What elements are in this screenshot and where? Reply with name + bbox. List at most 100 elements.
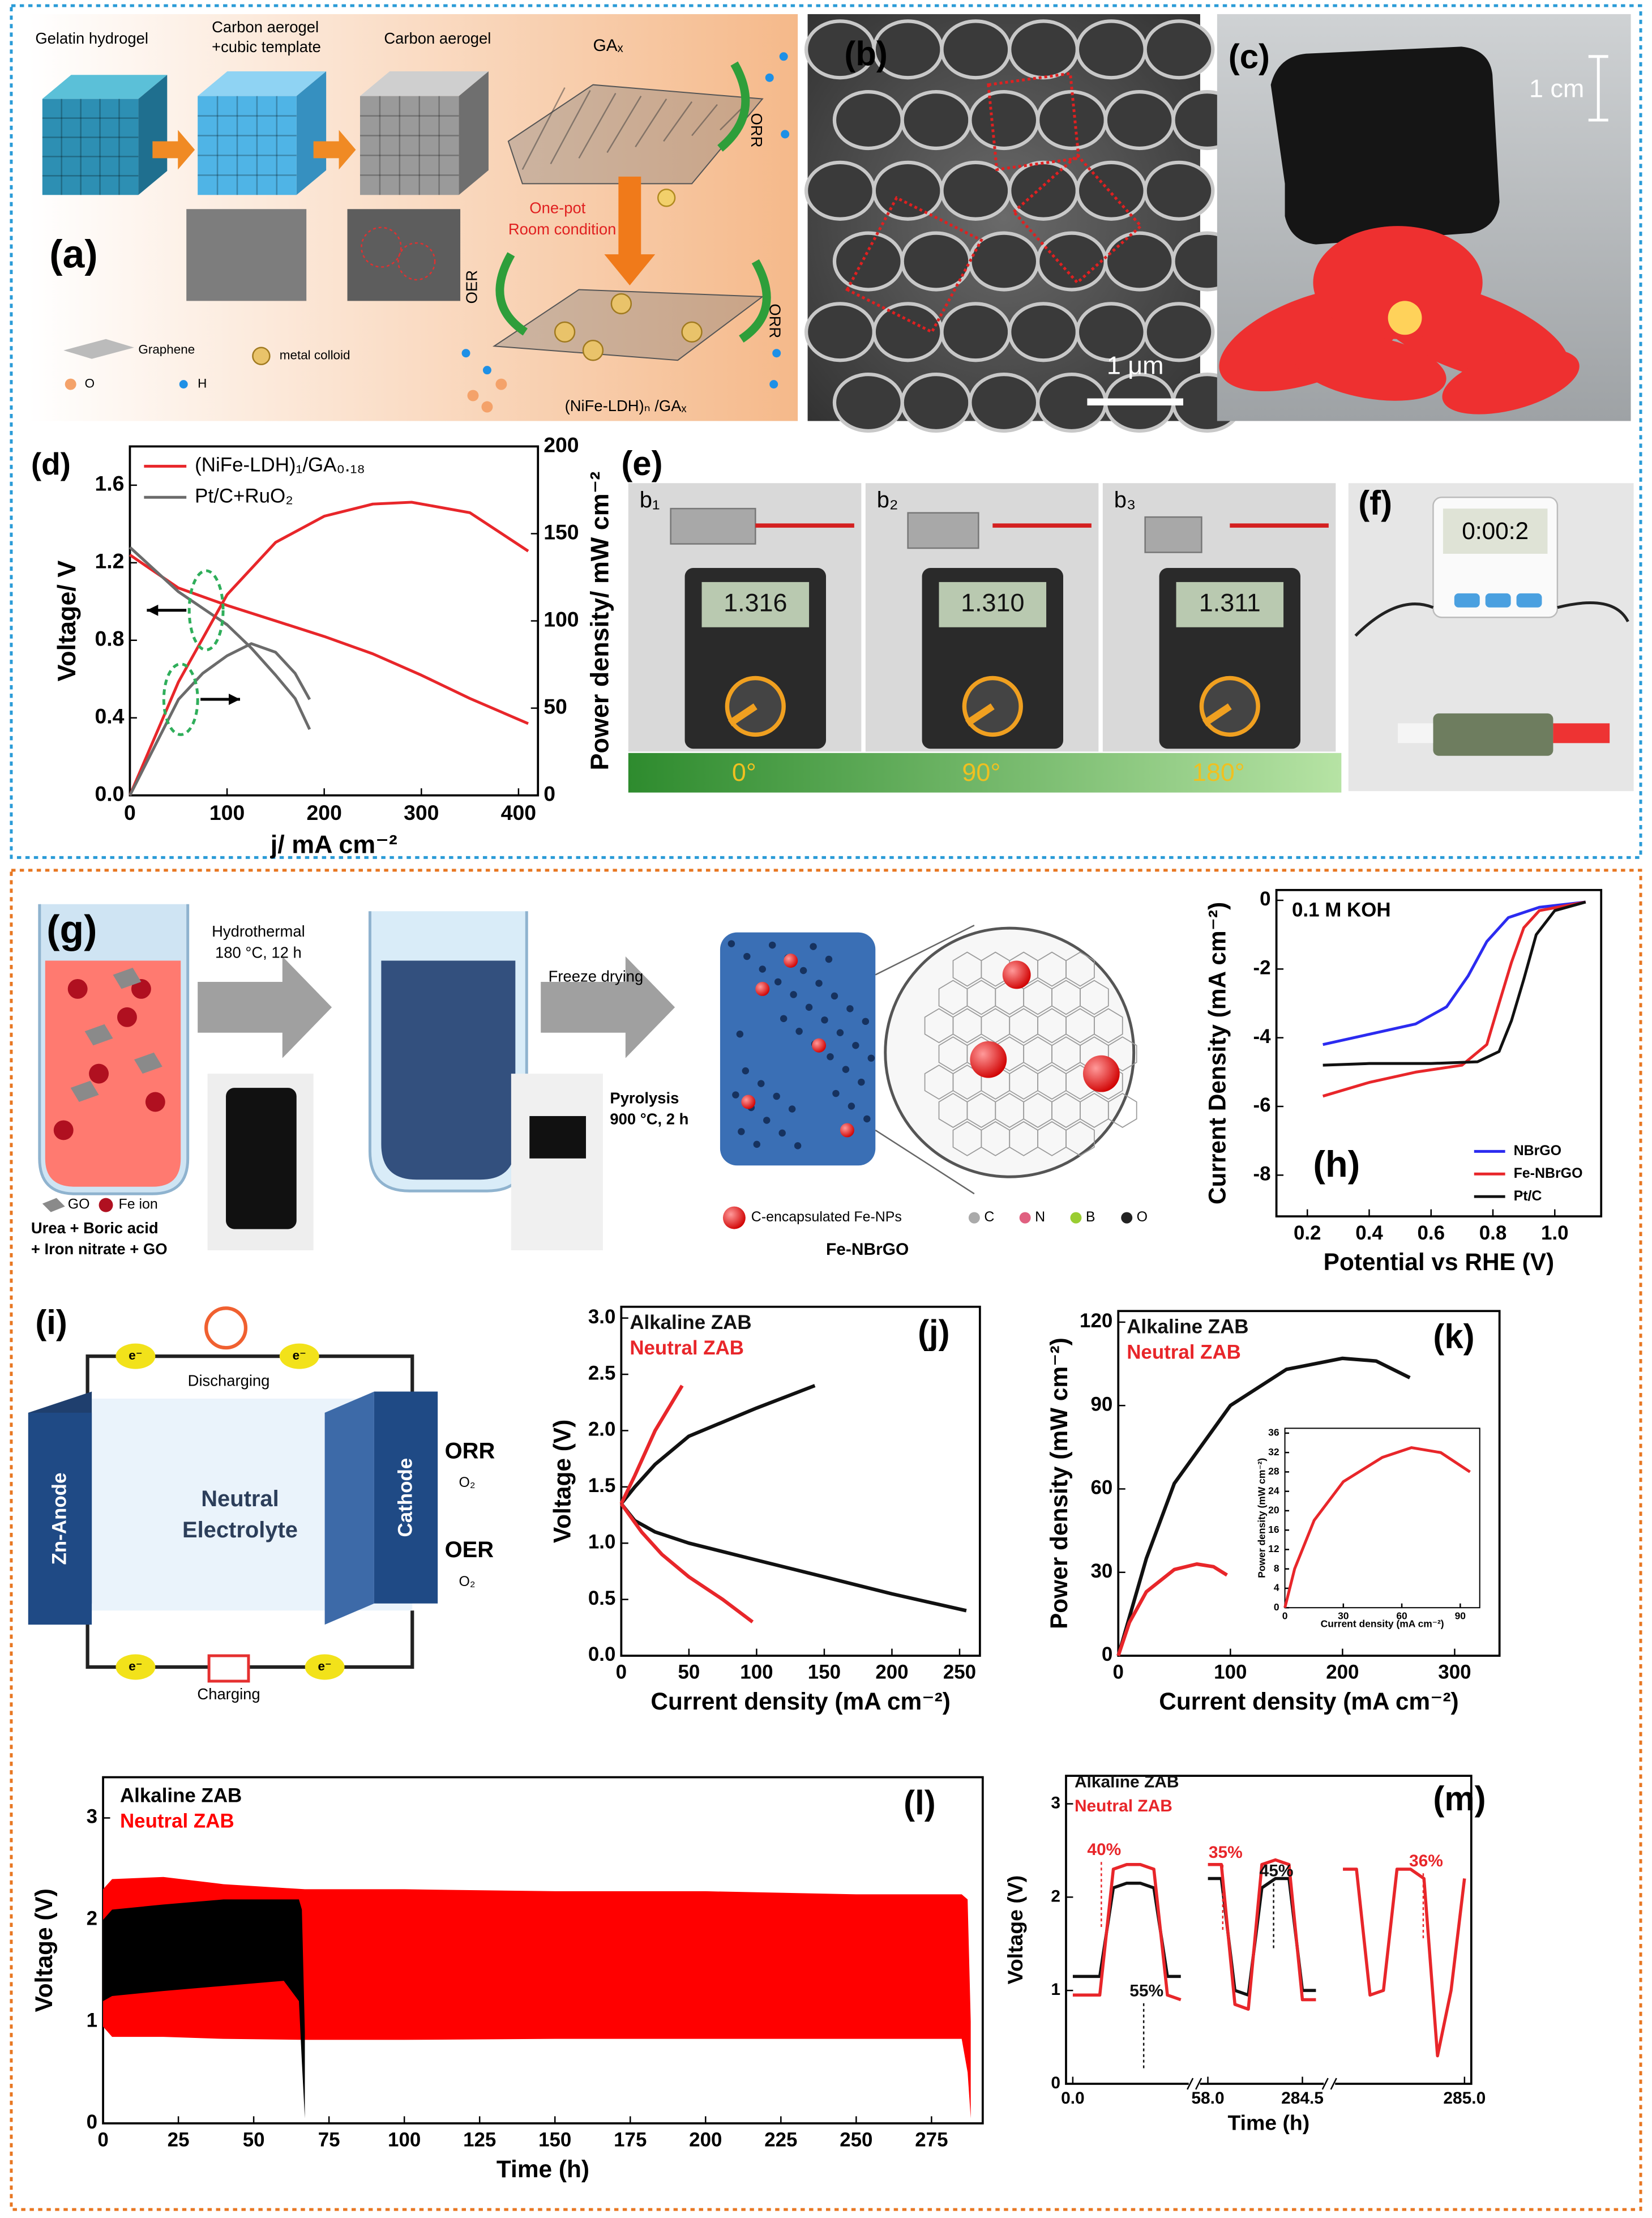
pore-dot bbox=[790, 991, 797, 998]
sem-pore bbox=[872, 302, 944, 362]
pore-dot bbox=[862, 1018, 870, 1025]
panel-frame-top bbox=[10, 4, 1642, 859]
pore bbox=[361, 226, 402, 268]
caption: O₂ bbox=[459, 1574, 476, 1589]
y-tick-label: 3.0 bbox=[588, 1306, 616, 1328]
x-tick-label: 25 bbox=[168, 2129, 190, 2151]
pore-dot bbox=[732, 1091, 739, 1099]
y-tick-label: 1 bbox=[87, 2009, 97, 2031]
sem-pore bbox=[1008, 19, 1080, 80]
legend-label: C-encapsulated Fe-NPs bbox=[751, 1209, 902, 1225]
legend-label: Neutral ZAB bbox=[1127, 1341, 1241, 1363]
caption: ORR bbox=[445, 1438, 495, 1463]
vial-liquid bbox=[226, 1088, 297, 1229]
x-tick-label: 100 bbox=[388, 2129, 421, 2151]
legend-label: O bbox=[85, 377, 95, 391]
y-tick-label: 36 bbox=[1268, 1427, 1279, 1438]
vial-solid bbox=[529, 1116, 587, 1159]
y-tick-label: 30 bbox=[1090, 1560, 1112, 1582]
sem-pore bbox=[832, 231, 904, 292]
legend-icon bbox=[968, 1212, 980, 1224]
x-tick-label: 90 bbox=[1455, 1610, 1466, 1622]
timer-button bbox=[1485, 593, 1511, 608]
sem-pore bbox=[1008, 160, 1080, 221]
battery-photo bbox=[670, 507, 756, 545]
legend-label: (NiFe-LDH)₁/GA₀.₁₈ bbox=[195, 454, 365, 476]
sem-pore bbox=[940, 19, 1012, 80]
zoom-circle bbox=[884, 926, 1136, 1178]
hexagon bbox=[1065, 1121, 1095, 1156]
y-tick-label: 4 bbox=[1274, 1582, 1279, 1593]
sem-pore bbox=[900, 90, 972, 151]
template-cube-front bbox=[198, 96, 297, 195]
y2-tick-label: 0 bbox=[543, 782, 555, 806]
sem-thumbnail bbox=[347, 209, 461, 301]
panel-label: (k) bbox=[1433, 1318, 1474, 1356]
hexagon bbox=[1080, 980, 1109, 1015]
legend-icon bbox=[1070, 1212, 1082, 1224]
x-tick-label: 0.6 bbox=[1417, 1222, 1445, 1244]
y-tick-label: 3 bbox=[87, 1806, 97, 1828]
x-tick-label: 200 bbox=[306, 801, 341, 824]
electron bbox=[115, 1654, 156, 1680]
plot-frame bbox=[1065, 1775, 1473, 2085]
meter-reading: 1.311 bbox=[1199, 588, 1261, 617]
fe-np bbox=[741, 1095, 756, 1109]
caption: Room condition bbox=[508, 220, 617, 238]
x-tick-label: 0 bbox=[616, 1661, 627, 1683]
x-tick-label: 200 bbox=[875, 1661, 908, 1683]
legend-label: Neutral ZAB bbox=[630, 1337, 744, 1359]
electron-label: e⁻ bbox=[293, 1348, 306, 1362]
pore-dot bbox=[846, 1005, 854, 1012]
y-tick-label: 0 bbox=[1260, 888, 1270, 910]
colloid-icon bbox=[252, 347, 271, 365]
multimeter-display bbox=[701, 582, 810, 627]
sem-pore bbox=[832, 373, 904, 433]
legend-label: Alkaline ZAB bbox=[120, 1785, 242, 1807]
panel-label: (e) bbox=[621, 445, 662, 482]
pore-dot bbox=[825, 955, 833, 963]
panel-label: (a) bbox=[49, 232, 97, 276]
pore-dot bbox=[852, 1041, 859, 1049]
electron bbox=[115, 1343, 156, 1369]
caption: Freeze drying bbox=[549, 968, 644, 985]
angle-label: 0° bbox=[732, 758, 756, 787]
x-tick-label: 0 bbox=[1282, 1610, 1288, 1622]
y-axis-label: Voltage (V) bbox=[31, 1888, 57, 2012]
solution bbox=[45, 960, 181, 1187]
pore-dot bbox=[794, 1142, 802, 1149]
x-tick-label: 0.4 bbox=[1355, 1222, 1383, 1244]
x-tick-label: 1.0 bbox=[1541, 1222, 1569, 1244]
plot-frame bbox=[1117, 1310, 1501, 1657]
y-tick-label: 120 bbox=[1080, 1310, 1112, 1332]
y-tick-label: 24 bbox=[1268, 1485, 1279, 1496]
pore-dot bbox=[863, 1115, 871, 1123]
y-tick-label: -8 bbox=[1253, 1163, 1271, 1185]
y-tick-label: 3 bbox=[1051, 1793, 1060, 1812]
plot-frame bbox=[620, 1305, 981, 1657]
y-tick-label: 0.8 bbox=[95, 627, 124, 651]
y-tick-label: 0.0 bbox=[95, 782, 124, 806]
fe-np bbox=[840, 1123, 854, 1138]
fe-np bbox=[812, 1038, 826, 1053]
caption: Carbon aerogel bbox=[384, 29, 491, 47]
plot-frame bbox=[1275, 888, 1603, 1217]
caption: One-pot bbox=[529, 199, 585, 216]
y-tick-label: 0 bbox=[1102, 1643, 1112, 1665]
sem-pore bbox=[1143, 19, 1215, 80]
y-tick-label: 1.2 bbox=[95, 549, 124, 573]
gelatin-cube-front bbox=[42, 99, 139, 195]
x-tick-label: 150 bbox=[808, 1661, 841, 1683]
panel-label: (j) bbox=[918, 1313, 949, 1351]
fe-ion bbox=[53, 1120, 74, 1140]
timer-button bbox=[1454, 593, 1480, 608]
y-tick-label: 60 bbox=[1090, 1477, 1112, 1499]
sem-pore bbox=[940, 302, 1012, 362]
meter-reading: 1.310 bbox=[961, 588, 1024, 617]
sem-pore bbox=[1103, 90, 1175, 151]
colloid bbox=[681, 321, 703, 343]
pore-dot bbox=[858, 1078, 865, 1086]
y-tick-label: 90 bbox=[1090, 1393, 1112, 1415]
line-series bbox=[129, 553, 529, 725]
